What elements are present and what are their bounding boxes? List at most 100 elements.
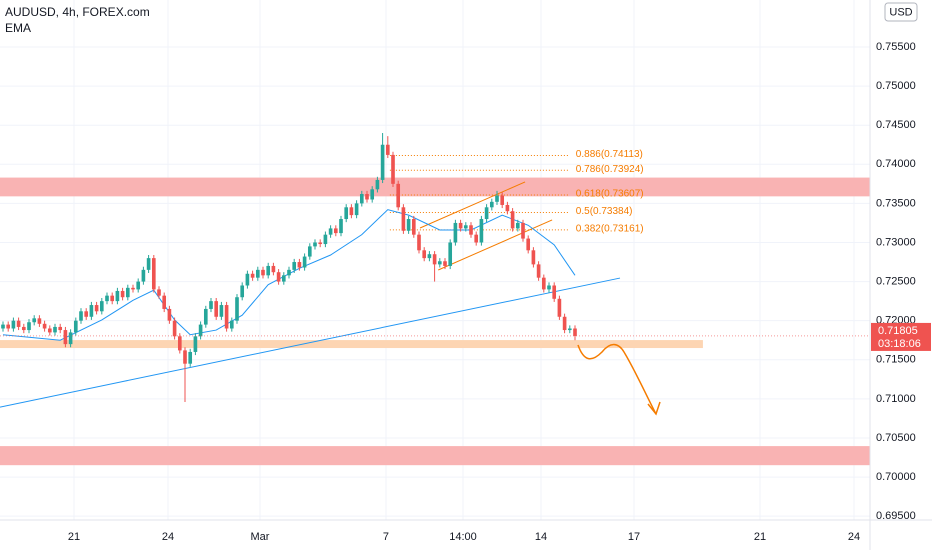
fib-label: 0.382(0.73161): [576, 224, 644, 235]
candle-body: [141, 269, 146, 282]
candle-body: [313, 242, 317, 247]
candle-body: [422, 250, 427, 259]
indicator-label: EMA: [5, 21, 31, 35]
candle-body: [541, 277, 546, 290]
y-tick-label: 0.73500: [876, 197, 916, 209]
candle-body: [448, 242, 453, 266]
arrow-head: [647, 401, 661, 416]
candle-body: [266, 265, 271, 276]
candle-body: [526, 238, 531, 251]
currency-label[interactable]: USD: [889, 6, 912, 18]
candle-body: [27, 322, 31, 331]
y-tick-label: 0.75000: [876, 80, 916, 92]
candle-body: [193, 336, 198, 352]
y-tick-label: 0.70000: [876, 471, 916, 483]
candle-body: [255, 269, 260, 278]
candle-body: [323, 234, 328, 245]
candle-body: [58, 326, 63, 331]
candle-body: [146, 258, 151, 270]
candle-body: [120, 290, 125, 298]
candle-body: [224, 305, 229, 329]
candle-body: [489, 201, 494, 208]
candle-body: [1, 324, 5, 329]
x-tick-label: 21: [68, 531, 80, 543]
candle-body: [287, 269, 291, 276]
fib-label: 0.886(0.74113): [576, 149, 643, 160]
trendline: [0, 277, 621, 408]
y-tick-label: 0.71500: [876, 354, 916, 366]
x-tick-label: 24: [848, 531, 860, 543]
candle-body: [474, 234, 479, 243]
candle-body: [79, 311, 83, 321]
candle-body: [125, 287, 130, 298]
candle-body: [307, 246, 312, 257]
candle-body: [172, 320, 177, 337]
candle-body: [16, 320, 21, 327]
symbol-title: AUDUSD, 4h, FOREX.com: [5, 5, 150, 19]
candle-body: [94, 305, 99, 312]
candle-body: [37, 318, 42, 324]
candle-body: [328, 228, 333, 235]
candle-body: [167, 308, 172, 321]
candle-body: [188, 351, 193, 364]
candle-body: [432, 254, 437, 265]
candle-body: [339, 219, 343, 234]
candle-body: [214, 301, 219, 317]
x-tick-label: 17: [628, 531, 640, 543]
candle-body: [250, 273, 255, 278]
candle-body: [209, 301, 213, 309]
candle-body: [42, 323, 47, 329]
fib-label: 0.618(0.73607): [576, 189, 644, 200]
candle-body: [375, 179, 380, 190]
candle-body: [318, 242, 323, 245]
candle-body: [552, 285, 557, 299]
candle-body: [261, 269, 265, 276]
candle-body: [11, 320, 16, 329]
candle-body: [105, 295, 109, 302]
x-tick-label: 14:00: [449, 531, 477, 543]
candle-body: [536, 264, 541, 278]
x-tick-label: 24: [162, 531, 174, 543]
y-tick-label: 0.69500: [876, 510, 916, 522]
last-price-label: 0.71805: [878, 325, 918, 337]
candle-body: [302, 256, 307, 268]
channel-line: [438, 219, 553, 271]
candle-body: [6, 324, 11, 329]
y-tick-label: 0.75500: [876, 41, 916, 53]
candle-body: [401, 207, 406, 231]
x-tick-label: 21: [754, 531, 766, 543]
candle-body: [391, 154, 395, 184]
candle-body: [99, 301, 104, 312]
candle-body: [443, 261, 447, 266]
plot-area: [0, 0, 870, 520]
candle-body: [547, 285, 551, 290]
candle-body: [396, 183, 401, 208]
candle-body: [495, 195, 499, 202]
candle-body: [229, 320, 234, 329]
candle-body: [297, 262, 302, 268]
candle-body: [292, 262, 297, 270]
candle-body: [365, 194, 369, 200]
zone: [0, 446, 870, 466]
candle-body: [162, 295, 167, 309]
candle-body: [271, 265, 276, 273]
candle-body: [484, 207, 489, 220]
countdown-label: 03:18:06: [878, 338, 921, 350]
candle-body: [562, 316, 567, 331]
candle-body: [344, 207, 349, 220]
candle-body: [573, 328, 577, 336]
currency-box[interactable]: [884, 2, 918, 22]
candle-body: [203, 308, 208, 325]
candle-body: [21, 326, 26, 331]
candle-body: [385, 144, 390, 155]
candle-body: [32, 318, 37, 323]
last-price-box: [871, 322, 931, 351]
y-tick-label: 0.73000: [876, 236, 916, 248]
candle-body: [245, 273, 250, 286]
candle-body: [505, 204, 510, 212]
candle-body: [73, 320, 78, 333]
candle-body: [417, 234, 421, 251]
candle-body: [510, 211, 515, 229]
